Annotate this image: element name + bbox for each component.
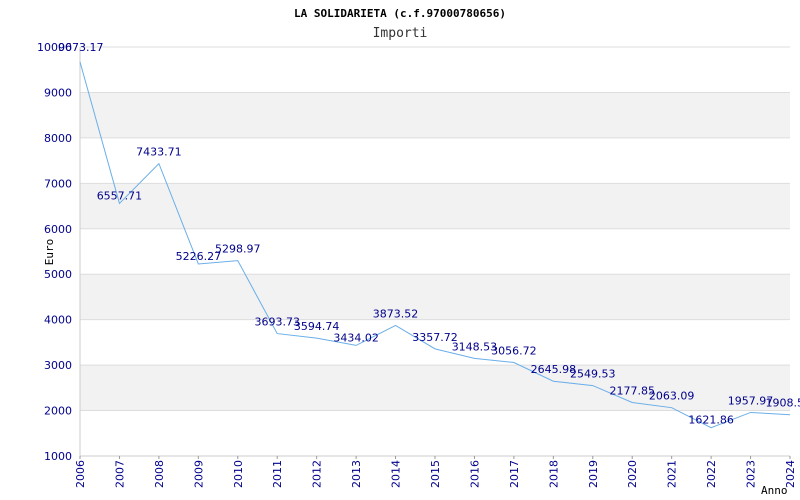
x-tick-label: 2010 — [232, 460, 245, 488]
x-tick-label: 2022 — [705, 460, 718, 488]
x-tick-label: 2006 — [74, 460, 87, 488]
x-tick-label: 2011 — [271, 460, 284, 488]
x-axis-label: Anno — [761, 484, 788, 497]
data-label: 3357.72 — [412, 331, 458, 344]
grid-band — [80, 183, 790, 229]
data-label: 3056.72 — [491, 345, 537, 358]
x-tick-label: 2017 — [508, 460, 521, 488]
data-label: 2177.85 — [609, 384, 655, 397]
y-tick-label: 1000 — [44, 450, 72, 463]
data-label: 2645.98 — [531, 363, 577, 376]
y-tick-label: 6000 — [44, 223, 72, 236]
data-label: 5226.27 — [176, 250, 222, 263]
grid-band — [80, 274, 790, 320]
grid-band — [80, 365, 790, 411]
y-tick-label: 5000 — [44, 268, 72, 281]
chart-subtitle: Importi — [373, 26, 428, 41]
x-tick-label: 2020 — [626, 460, 639, 488]
y-tick-label: 9000 — [44, 86, 72, 99]
x-tick-label: 2007 — [113, 460, 126, 488]
x-tick-label: 2013 — [350, 460, 363, 488]
x-tick-label: 2008 — [153, 460, 166, 488]
data-label: 9673.17 — [58, 41, 104, 54]
y-tick-label: 4000 — [44, 314, 72, 327]
data-label: 1908.5 — [766, 397, 800, 410]
y-tick-label: 3000 — [44, 359, 72, 372]
data-label: 5298.97 — [215, 243, 261, 256]
y-tick-label: 2000 — [44, 405, 72, 418]
data-label: 2063.09 — [649, 390, 695, 403]
data-label: 3594.74 — [294, 320, 340, 333]
data-label: 6557.71 — [97, 189, 143, 202]
x-tick-labels: 2006 2007 2008 2009 2010 2011 2012 2013 2014 2015… — [74, 456, 797, 488]
y-tick-label: 8000 — [44, 132, 72, 145]
data-label: 1621.86 — [688, 414, 734, 427]
x-tick-label: 2019 — [587, 460, 600, 488]
data-label: 3693.73 — [254, 316, 300, 329]
data-label: 3148.53 — [452, 340, 498, 353]
y-tick-label: 10000 — [37, 41, 72, 54]
series-line — [79, 61, 791, 429]
y-tick-label: 7000 — [44, 177, 72, 190]
plot-bands — [80, 92, 790, 411]
x-tick-label: 2009 — [192, 460, 205, 488]
grid-band — [80, 92, 790, 138]
x-tick-label: 2014 — [390, 460, 403, 488]
x-tick-label: 2012 — [311, 460, 324, 488]
data-label: 3434.02 — [333, 331, 379, 344]
data-label: 2549.53 — [570, 368, 616, 381]
x-tick-label: 2024 — [784, 460, 797, 488]
x-tick-label: 2016 — [468, 460, 481, 488]
x-tick-label: 2015 — [429, 460, 442, 488]
y-tick-labels: 1000 2000 3000 4000 5000 6000 7000 8000 9000 1000… — [37, 41, 72, 463]
x-tick-label: 2023 — [745, 460, 758, 488]
data-label: 1957.97 — [728, 394, 774, 407]
chart-title: LA SOLIDARIETA (c.f.97000780656) — [294, 7, 506, 20]
data-label: 7433.71 — [136, 146, 182, 159]
y-axis-label: Euro — [43, 239, 56, 266]
x-tick-label: 2018 — [547, 460, 560, 488]
data-label: 3873.52 — [373, 307, 419, 320]
x-tick-label: 2021 — [666, 460, 679, 488]
